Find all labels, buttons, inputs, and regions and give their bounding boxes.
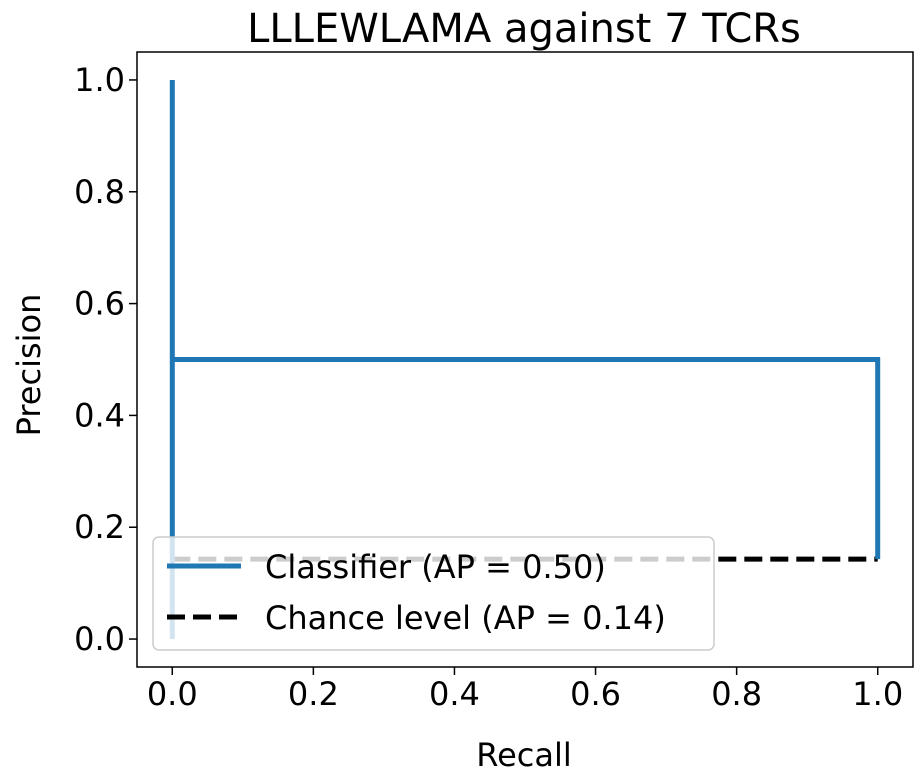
x-tick-label: 0.4 [429, 675, 480, 713]
x-axis-label: Recall [476, 736, 571, 774]
x-tick-label: 0.2 [288, 675, 339, 713]
x-tick-label: 0.0 [147, 675, 198, 713]
legend-label-chance: Chance level (AP = 0.14) [265, 599, 666, 637]
legend-label-classifier: Classifier (AP = 0.50) [265, 548, 606, 586]
y-axis-label: Precision [10, 294, 48, 437]
chart-title: LLLEWLAMA against 7 TCRs [247, 6, 801, 52]
y-tick-label: 0.2 [74, 508, 125, 546]
x-tick-label: 0.6 [570, 675, 621, 713]
y-axis-ticks: 0.0 0.2 0.4 0.6 0.8 1.0 [74, 61, 137, 658]
x-tick-label: 1.0 [852, 675, 903, 713]
y-tick-label: 0.4 [74, 396, 125, 434]
y-tick-label: 1.0 [74, 61, 125, 99]
x-tick-label: 0.8 [711, 675, 762, 713]
legend-box [152, 536, 715, 651]
y-tick-label: 0.0 [74, 620, 125, 658]
classifier-pr-curve [169, 80, 881, 639]
x-axis-ticks: 0.0 0.2 0.4 0.6 0.8 1.0 [147, 667, 903, 713]
plot-frame [136, 51, 914, 668]
y-tick-label: 0.6 [74, 285, 125, 323]
legend: Classifier (AP = 0.50) Chance level (AP … [152, 536, 715, 651]
y-tick-label: 0.8 [74, 173, 125, 211]
